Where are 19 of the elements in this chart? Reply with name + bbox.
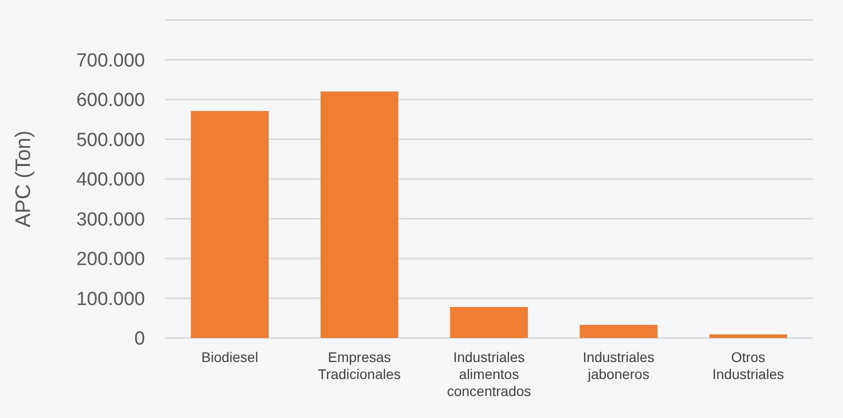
bar xyxy=(580,324,658,338)
bar xyxy=(190,111,269,338)
bar xyxy=(709,334,788,338)
y-tick-label: 700.000 xyxy=(76,50,145,72)
y-tick-label: 600.000 xyxy=(76,90,145,112)
x-tick-label: Biodiesel xyxy=(201,349,258,365)
x-tick-label: Otros Industriales xyxy=(712,349,784,382)
x-tick-label: Industriales jaboneros xyxy=(582,349,654,382)
y-axis-title: APC (Ton) xyxy=(12,130,35,228)
y-tick-label: 300.000 xyxy=(76,209,145,230)
y-tick-label: 0 xyxy=(134,328,145,350)
bar xyxy=(450,306,528,338)
x-tick-label: Industriales alimentos concentrados xyxy=(446,349,532,399)
y-tick-label: 100.000 xyxy=(76,288,145,310)
x-tick-label: Empresas Tradicionales xyxy=(318,349,401,382)
y-tick-label: 400.000 xyxy=(76,170,145,191)
y-tick-label: 500.000 xyxy=(76,130,145,151)
bar xyxy=(320,92,398,338)
y-tick-label: 200.000 xyxy=(76,249,145,270)
